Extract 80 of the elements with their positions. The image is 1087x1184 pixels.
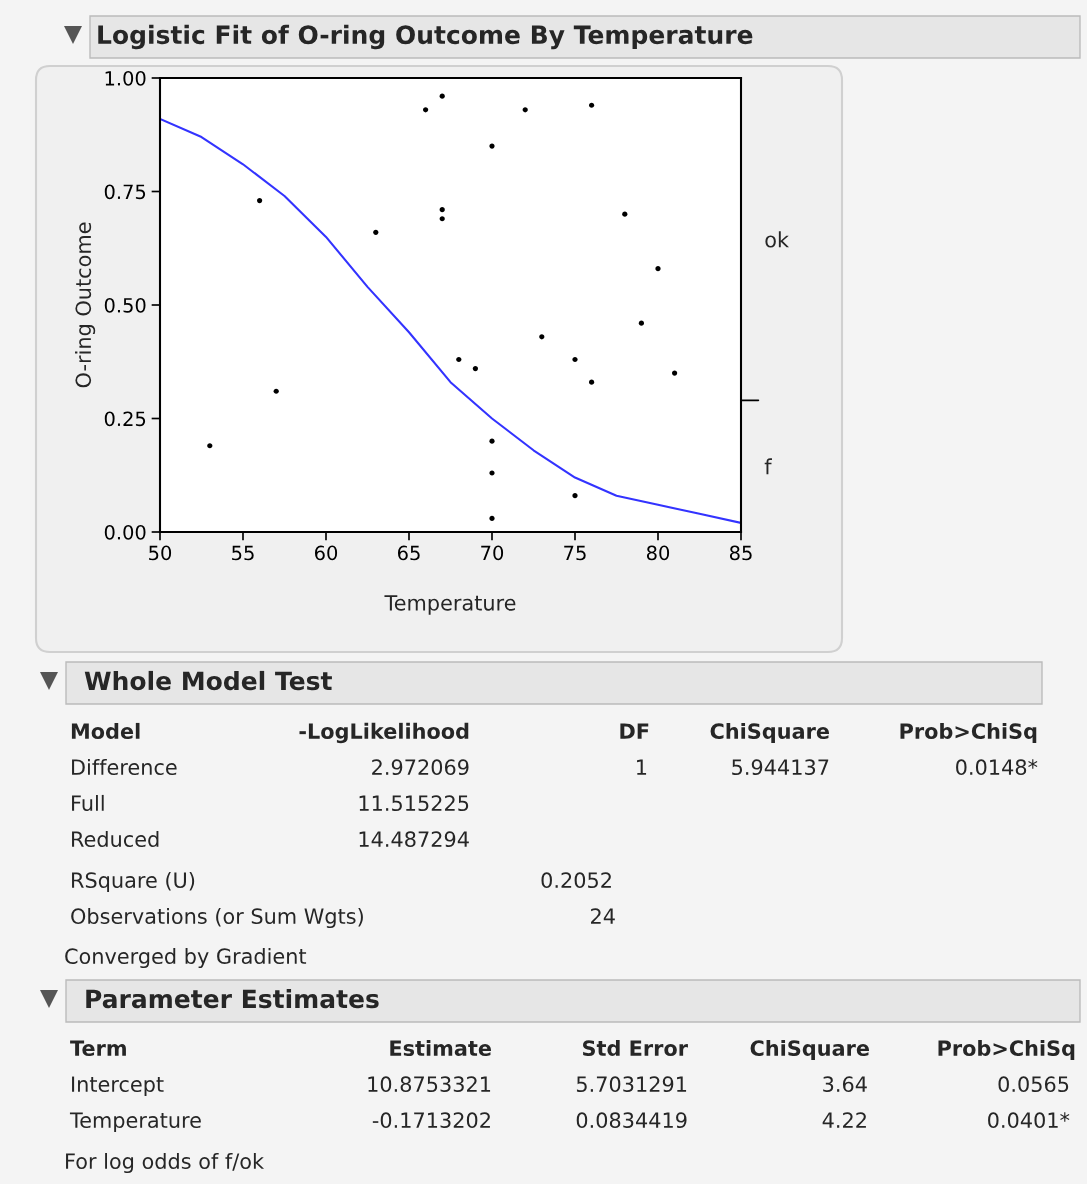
text: 10.8753321 [368,1076,491,1093]
text: 5.7031291 [576,1076,687,1093]
text: 0.0401* [988,1112,1070,1129]
x-tick-label: 60 [314,545,338,561]
point [373,229,379,235]
text: DF [620,723,649,739]
text: Intercept [72,1076,164,1097]
y-tick-label: 0.75 [104,184,146,200]
point [489,470,495,476]
text: Full [72,794,104,812]
text: RSquare (U) [72,871,195,893]
x-tick-label: 65 [397,545,420,561]
text: Std Error [583,1039,688,1057]
point [207,443,213,449]
text: 1 [637,759,647,775]
text: 14.487294 [359,831,469,848]
text: 11.515225 [359,795,469,812]
point [456,356,462,363]
text: 0.0834419 [576,1112,687,1129]
x-axis-title: Temperature [384,595,516,615]
text: -0.1713202 [372,1112,490,1129]
point [589,379,595,385]
text: Parameter Estimates [86,988,379,1009]
text: -LogLikelihood [299,722,469,744]
text: ChiSquare [750,1039,869,1061]
text: For log odds of f/ok [66,1152,265,1174]
point [672,370,678,376]
text: 0.0148* [956,759,1038,776]
y-tick-label: 0.25 [104,411,146,427]
x-tick-label: 50 [149,545,172,561]
text: Prob>ChiSq [900,722,1037,744]
point [622,211,628,217]
point [273,388,279,394]
text: Temperature [69,1112,201,1133]
y-axis-title: O-ring Outcome [75,222,96,388]
point [572,493,578,499]
point [439,93,445,99]
text: f [764,458,772,475]
x-tick-label: 55 [232,545,254,561]
text: 5.944137 [732,759,829,776]
y-tick-label: 0.50 [104,297,146,313]
text: Difference [72,758,177,776]
text: ChiSquare [710,722,829,744]
text: Converged by Gradient [65,947,307,969]
point [522,107,528,113]
point [572,356,578,363]
y-tick-label: 1.00 [105,70,146,86]
text: Model [71,722,140,740]
text: Term [70,1040,126,1057]
point [489,515,495,521]
point [539,334,545,340]
x-tick-label: 85 [729,545,752,561]
x-tick-label: 70 [481,545,504,561]
text: 2.972069 [372,759,469,776]
text: Estimate [390,1039,491,1057]
y-tick-label: 0.00 [104,524,146,540]
x-tick-label: 80 [646,545,670,561]
point [257,197,263,204]
text: ok [765,231,789,248]
text: 0.2052 [541,872,611,889]
text: 4.22 [822,1112,866,1128]
x-tick-label: 75 [564,545,586,561]
line-series [160,117,741,524]
point [439,207,445,213]
point [423,107,429,113]
text: Reduced [72,830,159,848]
text: 0.0565 [998,1076,1069,1093]
point [638,320,644,326]
text: 3.64 [823,1076,867,1093]
point [472,365,478,372]
text: Observations (or Sum Wgts) [71,907,363,929]
point [489,438,495,444]
point [489,143,495,149]
text: Prob>ChiSq [938,1039,1075,1061]
point [655,266,661,272]
point [589,102,595,108]
text: Whole Model Test [84,670,332,691]
text: 24 [591,908,615,924]
chart-title: Logistic Fit of O-ring Outcome By Temperature [98,24,753,50]
point [439,216,445,222]
